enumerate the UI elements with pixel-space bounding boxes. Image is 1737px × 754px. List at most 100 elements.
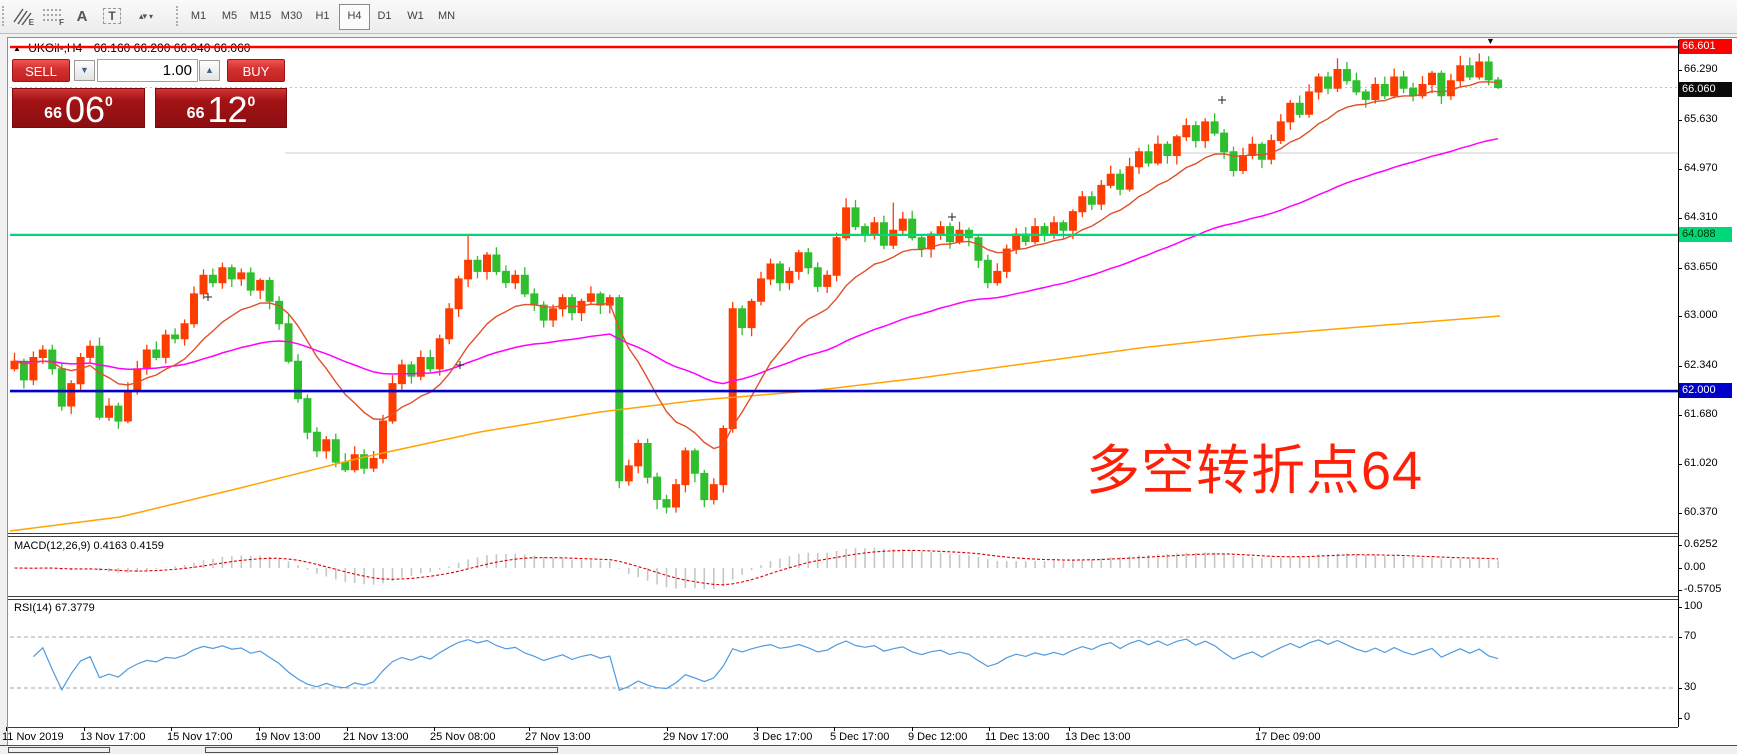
text-label-letter: A [76,7,88,25]
price-axis-label: 60.370 [1684,506,1718,518]
timeframe-button-m5[interactable]: M5 [221,10,238,22]
price-axis-label: 61.020 [1684,457,1718,469]
rsi-panel-canvas[interactable] [0,600,1678,727]
rsi-axis-tick [1678,607,1682,608]
rsi-time-separator [8,727,1678,728]
title-triangle-icon: ▲ [13,44,21,53]
price-axis-tick [1678,268,1682,269]
price-axis-label: 63.650 [1684,261,1718,273]
time-axis-label: 27 Nov 13:00 [525,731,591,743]
macd-rsi-separator[interactable] [8,596,1678,597]
main-chart-canvas[interactable] [0,0,1678,533]
chart-annotation-text: 多空转折点64 [1086,441,1424,501]
price-axis-tick [1678,513,1682,514]
price-axis-line [1678,40,1679,727]
timeframe-toolbar-grip[interactable] [176,6,181,26]
timeframe-button-h4[interactable]: H4 [339,4,370,30]
text-box-icon[interactable]: T [98,4,126,28]
rsi-axis-label: 0 [1684,711,1691,723]
time-axis-label: 17 Dec 09:00 [1255,731,1321,743]
toolbar-grip[interactable] [2,6,7,26]
price-badge: 66.060 [1679,82,1732,97]
text-label-icon[interactable]: A [68,4,96,28]
timeframe-button-d1[interactable]: D1 [377,10,392,22]
main-macd-separator-2[interactable] [8,536,1678,537]
fibonacci-icon[interactable]: F [38,4,66,28]
time-axis-label: 15 Nov 17:00 [167,731,233,743]
price-axis-tick [1678,70,1682,71]
rsi-axis-tick [1678,718,1682,719]
price-axis-label: 63.000 [1684,309,1718,321]
timeframe-button-m15[interactable]: M15 [249,10,272,22]
ask-price-tile[interactable]: 66 12 0 [155,88,287,128]
main-macd-separator[interactable] [8,533,1678,534]
price-axis-tick [1678,464,1682,465]
time-axis-tick [434,727,435,731]
rsi-axis-label: 100 [1684,600,1703,612]
price-axis-label: 66.290 [1684,63,1718,75]
scrollbar-segment[interactable] [205,747,558,753]
bid-price-tile[interactable]: 66 06 0 [12,88,145,128]
macd-axis-label: 0.00 [1684,561,1706,573]
timeframe-button-mn[interactable]: MN [437,10,456,22]
timeframe-button-h1[interactable]: H1 [315,10,330,22]
bid-price-prefix: 66 [44,105,62,122]
time-axis-label: 5 Dec 17:00 [830,731,890,743]
text-box-letter: T [103,8,121,24]
toolbar: E F A T ▴▾ ▾ M1 M5 M15 M30 H1 H4 D1 W1 MN [0,0,1737,34]
volume-increase-button[interactable]: ▲ [199,60,220,81]
time-axis-label: 29 Nov 17:00 [663,731,729,743]
arrows-icon[interactable]: ▴▾ ▾ [128,4,164,28]
macd-axis-label: -0.5705 [1684,583,1722,595]
macd-axis-tick [1678,568,1682,569]
time-axis-tick [259,727,260,731]
time-axis-label: 9 Dec 12:00 [908,731,968,743]
draw-lines-glyph [13,8,32,25]
buy-button[interactable]: BUY [227,59,285,82]
chart-shift-marker-icon: ▼ [1486,36,1495,46]
arrows-dropdown-caret[interactable]: ▾ [149,11,154,21]
price-axis-tick [1678,120,1682,121]
price-axis-tick [1678,169,1682,170]
macd-axis-label: 0.6252 [1684,538,1718,550]
price-axis-label: 65.630 [1684,113,1718,125]
price-badge: 62.000 [1679,383,1732,398]
time-axis-label: 19 Nov 13:00 [255,731,321,743]
volume-input[interactable] [97,59,198,82]
time-axis-tick [757,727,758,731]
time-axis-label: 13 Dec 13:00 [1065,731,1131,743]
time-axis-label: 21 Nov 13:00 [343,731,409,743]
timeframe-button-m1[interactable]: M1 [190,10,207,22]
scrollbar-thumb[interactable] [8,747,110,753]
draw-lines-icon[interactable]: E [8,4,36,28]
time-axis-label: 25 Nov 08:00 [430,731,496,743]
time-axis-tick [529,727,530,731]
macd-panel-canvas[interactable] [0,537,1678,596]
window-top-border [7,37,1737,38]
horizontal-scrollbar [0,745,1737,754]
time-axis-tick [912,727,913,731]
volume-decrease-button[interactable]: ▼ [74,60,95,81]
time-axis-label: 11 Dec 13:00 [985,731,1050,743]
time-axis-tick [989,727,990,731]
macd-label: MACD(12,26,9) 0.4163 0.4159 [14,540,164,552]
macd-rsi-separator-2[interactable] [8,599,1678,600]
bid-price-sup: 0 [105,93,113,109]
time-axis-tick [1069,727,1070,731]
ask-price-prefix: 66 [186,105,205,122]
price-badge: 64.088 [1679,227,1732,242]
time-axis-tick [667,727,668,731]
arrows-glyph: ▴▾ [138,10,147,21]
price-axis-label: 64.310 [1684,211,1718,223]
rsi-axis-tick [1678,637,1682,638]
price-axis-tick [1678,415,1682,416]
time-axis-label: 11 Nov 2019 [2,731,64,743]
rsi-label: RSI(14) 67.3779 [14,602,95,614]
sell-button[interactable]: SELL [12,59,70,82]
time-axis-label: 13 Nov 17:00 [80,731,146,743]
rsi-axis-tick [1678,688,1682,689]
timeframe-button-w1[interactable]: W1 [407,10,424,22]
fibonacci-glyph [43,9,61,21]
macd-axis-tick [1678,590,1682,591]
timeframe-button-m30[interactable]: M30 [280,10,303,22]
